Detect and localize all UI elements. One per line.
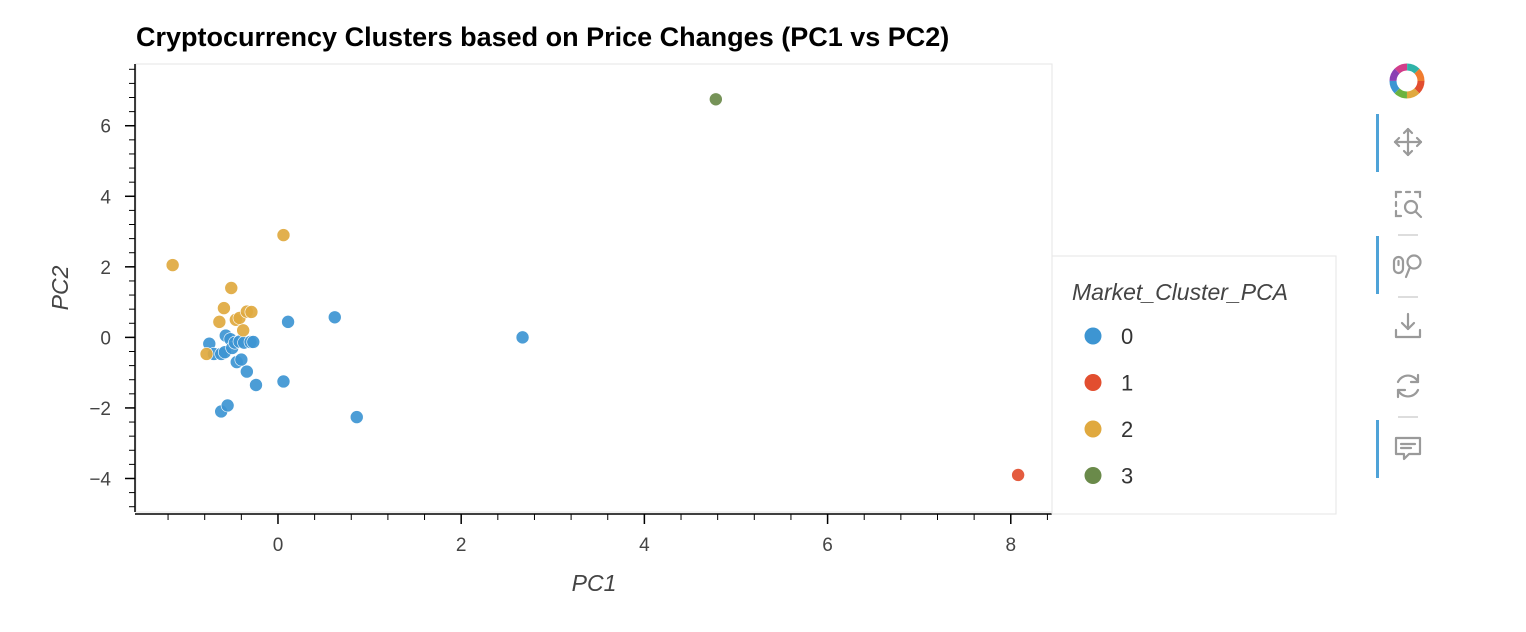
data-points <box>165 92 1025 482</box>
reset-icon <box>1396 373 1420 399</box>
x-tick-label: 6 <box>822 535 833 556</box>
reset-tool-button[interactable] <box>1374 366 1444 416</box>
chart-title: Cryptocurrency Clusters based on Price C… <box>136 22 949 52</box>
toolbar-separator <box>1398 296 1418 298</box>
data-point-cluster-2[interactable] <box>212 315 227 329</box>
legend-label[interactable]: 1 <box>1121 371 1133 396</box>
active-indicator <box>1376 114 1379 172</box>
toolbar-separator <box>1398 234 1418 236</box>
wheel-zoom-icon <box>1392 254 1422 279</box>
box-zoom-tool-button[interactable] <box>1374 180 1444 230</box>
data-point-cluster-0[interactable] <box>240 364 254 379</box>
box-zoom-icon <box>1394 190 1423 219</box>
x-axis-label: PC1 <box>572 570 617 596</box>
data-point-cluster-0[interactable] <box>327 310 342 325</box>
legend-marker[interactable] <box>1084 467 1102 484</box>
legend: Market_Cluster_PCA 0 1 2 3 <box>1051 255 1337 515</box>
pan-tool-button[interactable] <box>1374 114 1444 172</box>
save-icon <box>1394 312 1422 339</box>
x-tick-label: 8 <box>1005 535 1016 556</box>
hover-tool-button[interactable] <box>1374 420 1444 478</box>
data-point-cluster-0[interactable] <box>349 410 364 424</box>
y-axis-label: PC2 <box>47 265 73 310</box>
wheel-zoom-tool-button[interactable] <box>1374 236 1444 294</box>
data-point-cluster-0[interactable] <box>220 398 235 413</box>
legend-marker[interactable] <box>1084 374 1102 391</box>
x-tick-label: 0 <box>273 535 284 556</box>
legend-label[interactable]: 3 <box>1121 464 1133 489</box>
data-point-cluster-2[interactable] <box>244 305 259 319</box>
data-point-cluster-2[interactable] <box>236 323 250 338</box>
y-tick-label: 4 <box>100 187 111 208</box>
bokeh-logo-icon <box>1386 60 1428 102</box>
data-point-cluster-2[interactable] <box>165 258 180 272</box>
data-point-cluster-1[interactable] <box>1011 468 1025 482</box>
save-tool-button[interactable] <box>1374 304 1444 354</box>
hover-icon <box>1394 436 1422 461</box>
chart-toolbar <box>1374 60 1444 490</box>
legend-label[interactable]: 2 <box>1121 417 1133 442</box>
x-tick-label: 2 <box>456 535 467 556</box>
data-point-cluster-2[interactable] <box>217 301 231 315</box>
data-point-cluster-0[interactable] <box>246 335 261 349</box>
x-tick-label: 4 <box>639 535 650 556</box>
active-indicator <box>1376 236 1379 294</box>
y-tick-label: −4 <box>89 469 111 490</box>
legend-marker[interactable] <box>1084 327 1102 345</box>
y-tick-label: 0 <box>100 328 111 349</box>
plot-area-frame <box>135 63 1053 513</box>
active-indicator <box>1376 420 1379 478</box>
axis-ticks: 0 2 4 6 8 −4 −2 0 2 4 6 <box>89 68 1048 556</box>
y-tick-label: 2 <box>100 258 111 279</box>
y-tick-label: −2 <box>89 399 111 420</box>
data-point-cluster-0[interactable] <box>281 315 295 329</box>
pan-icon <box>1393 127 1423 157</box>
legend-label[interactable]: 0 <box>1121 324 1133 349</box>
data-point-cluster-2[interactable] <box>224 281 239 295</box>
legend-title: Market_Cluster_PCA <box>1072 279 1288 305</box>
toolbar-separator <box>1398 416 1418 418</box>
data-point-cluster-0[interactable] <box>234 352 249 367</box>
y-tick-label: 6 <box>100 117 111 138</box>
data-point-cluster-3[interactable] <box>709 92 723 107</box>
data-point-cluster-0[interactable] <box>515 330 530 345</box>
data-point-cluster-2[interactable] <box>276 228 291 242</box>
data-point-cluster-0[interactable] <box>276 374 291 389</box>
data-point-cluster-2[interactable] <box>199 347 214 361</box>
legend-marker[interactable] <box>1084 420 1102 438</box>
data-point-cluster-0[interactable] <box>249 378 263 392</box>
